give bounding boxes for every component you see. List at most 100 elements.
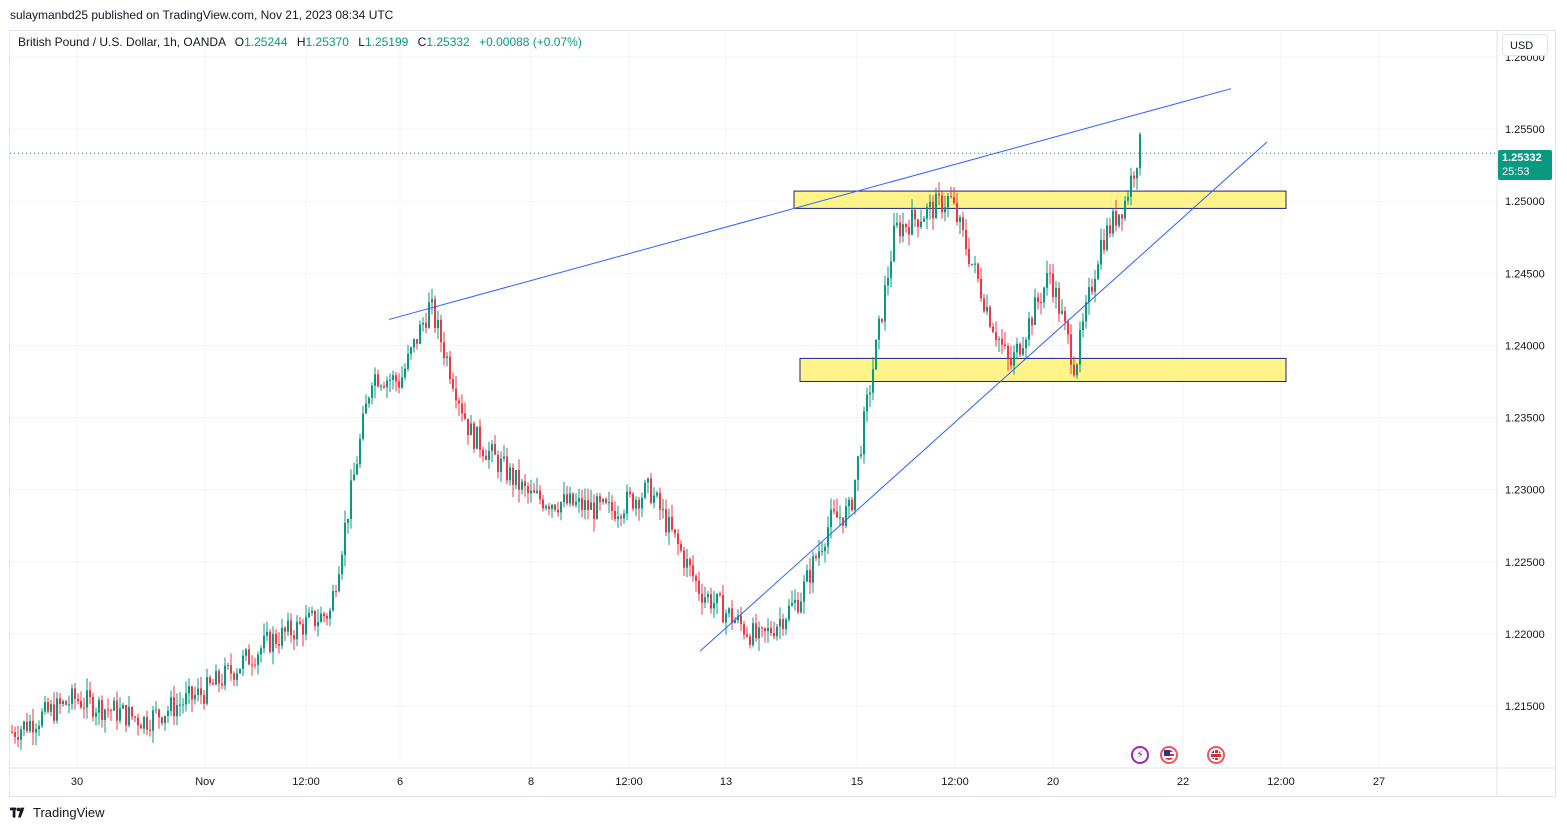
candle-body	[599, 496, 601, 503]
candle-body	[998, 338, 1000, 340]
candle-body	[248, 649, 250, 665]
x-tick-label: 12:00	[292, 776, 320, 788]
candle-body	[200, 688, 202, 695]
candle-body	[407, 353, 409, 369]
candle-body	[578, 498, 580, 502]
candle-body	[671, 516, 673, 530]
lightning-icon[interactable]: ⚡	[1131, 746, 1149, 764]
candle-body	[1040, 301, 1042, 303]
candle-body	[689, 558, 691, 566]
chart-frame[interactable]	[9, 30, 1556, 797]
candle-body	[32, 720, 34, 733]
candle-body	[1055, 288, 1057, 298]
support-zone	[799, 357, 1287, 382]
candle-body	[290, 620, 292, 636]
candle-body	[875, 339, 877, 370]
candle-body	[92, 696, 94, 717]
candle-body	[254, 664, 256, 666]
candle-body	[512, 467, 514, 485]
candle-body	[1124, 200, 1126, 219]
candle-body	[11, 731, 13, 733]
candle-body	[1064, 311, 1066, 322]
candle-body	[938, 193, 940, 196]
candle-body	[677, 533, 679, 545]
candle-body	[608, 502, 610, 504]
candle-body	[497, 454, 499, 472]
candle-body	[140, 725, 142, 729]
currency-selector[interactable]: USD	[1502, 34, 1548, 56]
candle-body	[686, 558, 688, 568]
candle-body	[416, 339, 418, 344]
candle-body	[137, 717, 139, 726]
candle-body	[392, 375, 394, 380]
candle-body	[80, 700, 82, 708]
candle-body	[989, 307, 991, 327]
candle-body	[428, 302, 430, 328]
candle-body	[848, 499, 850, 507]
candle-body	[941, 195, 943, 213]
low-label: L	[358, 35, 365, 49]
candle-body	[530, 490, 532, 494]
candle-body	[329, 610, 331, 619]
candle-body	[341, 554, 343, 575]
y-tick-label: 1.22500	[1505, 557, 1545, 569]
candle-body	[911, 209, 913, 235]
candle-body	[590, 502, 592, 510]
candle-body	[353, 474, 355, 481]
candle-body	[116, 700, 118, 721]
candle-body	[1067, 321, 1069, 335]
candle-body	[638, 499, 640, 509]
candle-body	[65, 701, 67, 705]
candle-body	[488, 450, 490, 460]
candle-body	[965, 229, 967, 250]
y-tick-label: 1.21500	[1505, 701, 1545, 713]
candle-body	[101, 700, 103, 720]
candle-body	[863, 411, 865, 455]
candle-body	[1133, 175, 1135, 179]
candle-body	[62, 701, 64, 704]
candle-body	[23, 721, 25, 730]
candle-body	[389, 379, 391, 381]
x-tick-label: 12:00	[1267, 776, 1295, 788]
candle-body	[404, 368, 406, 378]
candle-body	[716, 593, 718, 604]
symbol-name[interactable]: British Pound / U.S. Dollar, 1h, OANDA	[18, 35, 226, 49]
candle-body	[773, 633, 775, 637]
candle-body	[293, 635, 295, 640]
candle-body	[1136, 168, 1138, 179]
x-tick-label: 30	[71, 776, 83, 788]
candle-body	[134, 716, 136, 718]
candle-body	[953, 197, 955, 204]
candle-body	[785, 619, 787, 629]
candle-body	[458, 400, 460, 404]
candle-body	[881, 318, 883, 322]
candle-body	[380, 385, 382, 387]
candle-body	[1109, 225, 1111, 234]
candle-body	[269, 631, 271, 652]
candle-body	[77, 698, 79, 701]
close-value: 1.25332	[426, 35, 470, 49]
candle-body	[146, 716, 148, 730]
candle-body	[1091, 287, 1093, 292]
candle-body	[761, 627, 763, 629]
last-price-value: 1.25332	[1502, 152, 1542, 164]
x-tick-label: 12:00	[941, 776, 969, 788]
candle-body	[713, 603, 715, 609]
candle-body	[476, 426, 478, 449]
footer-brand[interactable]: TradingView	[10, 805, 105, 820]
candle-body	[359, 438, 361, 465]
candle-body	[524, 481, 526, 487]
us-flag-icon[interactable]	[1160, 746, 1178, 764]
candle-body	[539, 490, 541, 500]
candle-body	[1088, 287, 1090, 303]
uk-flag-icon[interactable]	[1207, 746, 1225, 764]
candle-body	[650, 478, 652, 503]
candle-body	[71, 688, 73, 705]
candle-body	[743, 623, 745, 635]
high-label: H	[296, 35, 306, 49]
candle-body	[263, 635, 265, 649]
candle-body	[878, 318, 880, 340]
candle-body	[335, 591, 337, 593]
candle-body	[944, 207, 946, 213]
